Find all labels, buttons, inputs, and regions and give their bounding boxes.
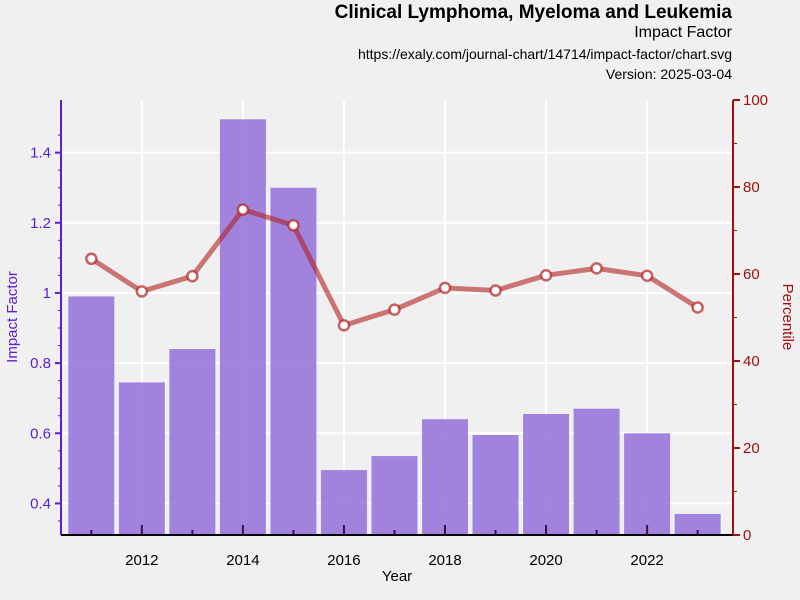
impact-factor-bars (68, 119, 721, 536)
percentile-point-2016 (337, 319, 351, 332)
chart-subtitle: Impact Factor (634, 24, 732, 41)
right-axis-tick-label: 100 (743, 92, 768, 109)
left-axis-tick-label: 0.8 (30, 355, 51, 372)
x-axis-tick-label: 2014 (226, 552, 259, 569)
left-axis-tick-label: 0.4 (30, 495, 51, 512)
percentile-point-2018 (438, 281, 452, 295)
percentile-point-2014 (236, 203, 250, 216)
right-axis-label: Percentile (779, 284, 796, 351)
bar-2019 (472, 435, 519, 535)
x-axis-tick-label: 2018 (428, 552, 461, 569)
x-axis-label: Year (382, 568, 412, 585)
bar-2016 (320, 470, 367, 535)
percentile-point-2020 (539, 269, 553, 282)
right-axis-tick-label: 60 (743, 266, 760, 283)
bar-2021 (573, 408, 620, 535)
bar-2012 (118, 382, 165, 535)
percentile-point-2021 (590, 262, 603, 275)
percentile-point-2022 (640, 269, 654, 282)
left-axis-label: Impact Factor (4, 271, 21, 363)
x-axis-tick-label: 2020 (529, 552, 562, 569)
percentile-point-2011 (85, 252, 98, 266)
bar-2014 (219, 119, 266, 535)
right-axis-tick-label: 80 (743, 179, 760, 196)
right-axis-tick-label: 0 (743, 527, 751, 544)
right-axis-tick-label: 40 (743, 353, 760, 370)
bar-2011 (68, 296, 115, 535)
percentile-point-2012 (135, 285, 149, 298)
percentile-point-2017 (388, 303, 401, 316)
bar-2022 (624, 433, 671, 535)
bar-2017 (371, 456, 418, 535)
left-axis-tick-label: 1.4 (30, 145, 51, 162)
left-axis-tick-label: 1.2 (30, 215, 51, 232)
left-axis-tick-label: 0.6 (30, 425, 51, 442)
bar-2013 (169, 349, 216, 535)
percentile-point-2019 (489, 284, 502, 297)
chart-source-url: https://exaly.com/journal-chart/14714/im… (357, 46, 732, 62)
axes: 0.4 0.6 0.8 1 1.2 1.4 0 20 40 60 80 100 2012 2014 2016… (30, 92, 768, 569)
x-axis-tick-label: 2012 (125, 552, 158, 569)
right-axis-tick-label: 20 (743, 440, 760, 457)
x-axis-tick-label: 2016 (327, 552, 360, 569)
percentile-point-2023 (691, 301, 704, 314)
bar-2015 (270, 187, 317, 536)
x-axis-tick-label: 2022 (630, 552, 663, 569)
chart-version: Version: 2025-03-04 (605, 66, 732, 82)
left-axis-tick-label: 1 (43, 285, 51, 302)
bar-2023 (674, 513, 721, 535)
bar-2020 (523, 413, 570, 535)
percentile-point-2015 (287, 219, 300, 232)
percentile-line (85, 203, 704, 332)
bar-2018 (422, 419, 468, 535)
chart-title: Clinical Lymphoma, Myeloma and Leukemia (334, 2, 732, 23)
percentile-point-2013 (186, 269, 199, 283)
